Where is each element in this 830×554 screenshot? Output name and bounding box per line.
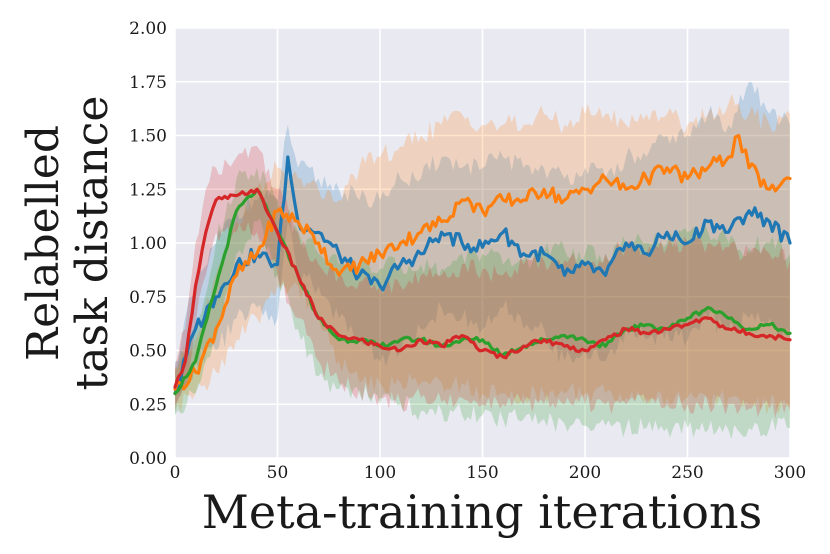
y-tick-label-8: 2.00	[129, 19, 167, 39]
y-tick-label-1: 0.25	[129, 395, 167, 415]
y-tick-label-4: 1.00	[129, 234, 167, 254]
band-green	[175, 167, 790, 440]
line-red	[173, 187, 792, 389]
x-axis-ticks: 0 50 100 150 200 250 300	[170, 463, 807, 483]
x-axis-title: Meta-training iterations	[202, 485, 762, 539]
band-orange	[175, 93, 790, 415]
line-orange	[173, 133, 792, 391]
x-tick-label-6: 300	[774, 463, 806, 483]
y-tick-label-5: 1.25	[129, 180, 167, 200]
confidence-bands	[175, 81, 790, 440]
x-tick-label-3: 150	[466, 463, 498, 483]
series-lines	[173, 133, 792, 396]
x-tick-label-1: 50	[267, 463, 289, 483]
x-tick-label-2: 100	[364, 463, 396, 483]
y-tick-label-7: 1.75	[129, 73, 167, 93]
y-tick-label-2: 0.50	[129, 342, 167, 362]
y-axis-ticks: 0.00 0.25 0.50 0.75 1.00 1.25 1.50 1.75 2.00	[129, 19, 167, 469]
y-tick-label-6: 1.50	[129, 127, 167, 147]
x-tick-label-5: 250	[671, 463, 703, 483]
x-tick-label-0: 0	[170, 463, 181, 483]
x-tick-label-4: 200	[569, 463, 601, 483]
y-tick-label-0: 0.00	[129, 449, 167, 469]
y-tick-label-3: 0.75	[129, 288, 167, 308]
y-axis-title-line-2: task distance	[67, 96, 118, 391]
y-axis-title-line-1: Relabelled	[18, 125, 69, 361]
band-red	[175, 146, 790, 419]
line-blue	[173, 155, 792, 396]
